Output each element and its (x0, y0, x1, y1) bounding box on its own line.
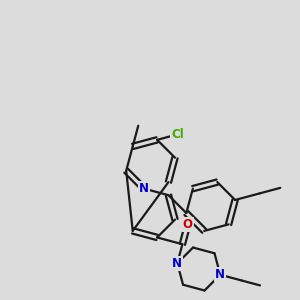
Text: N: N (172, 257, 182, 270)
Text: N: N (215, 268, 225, 281)
Text: O: O (183, 218, 193, 231)
Text: N: N (139, 182, 149, 195)
Text: Cl: Cl (171, 128, 184, 141)
